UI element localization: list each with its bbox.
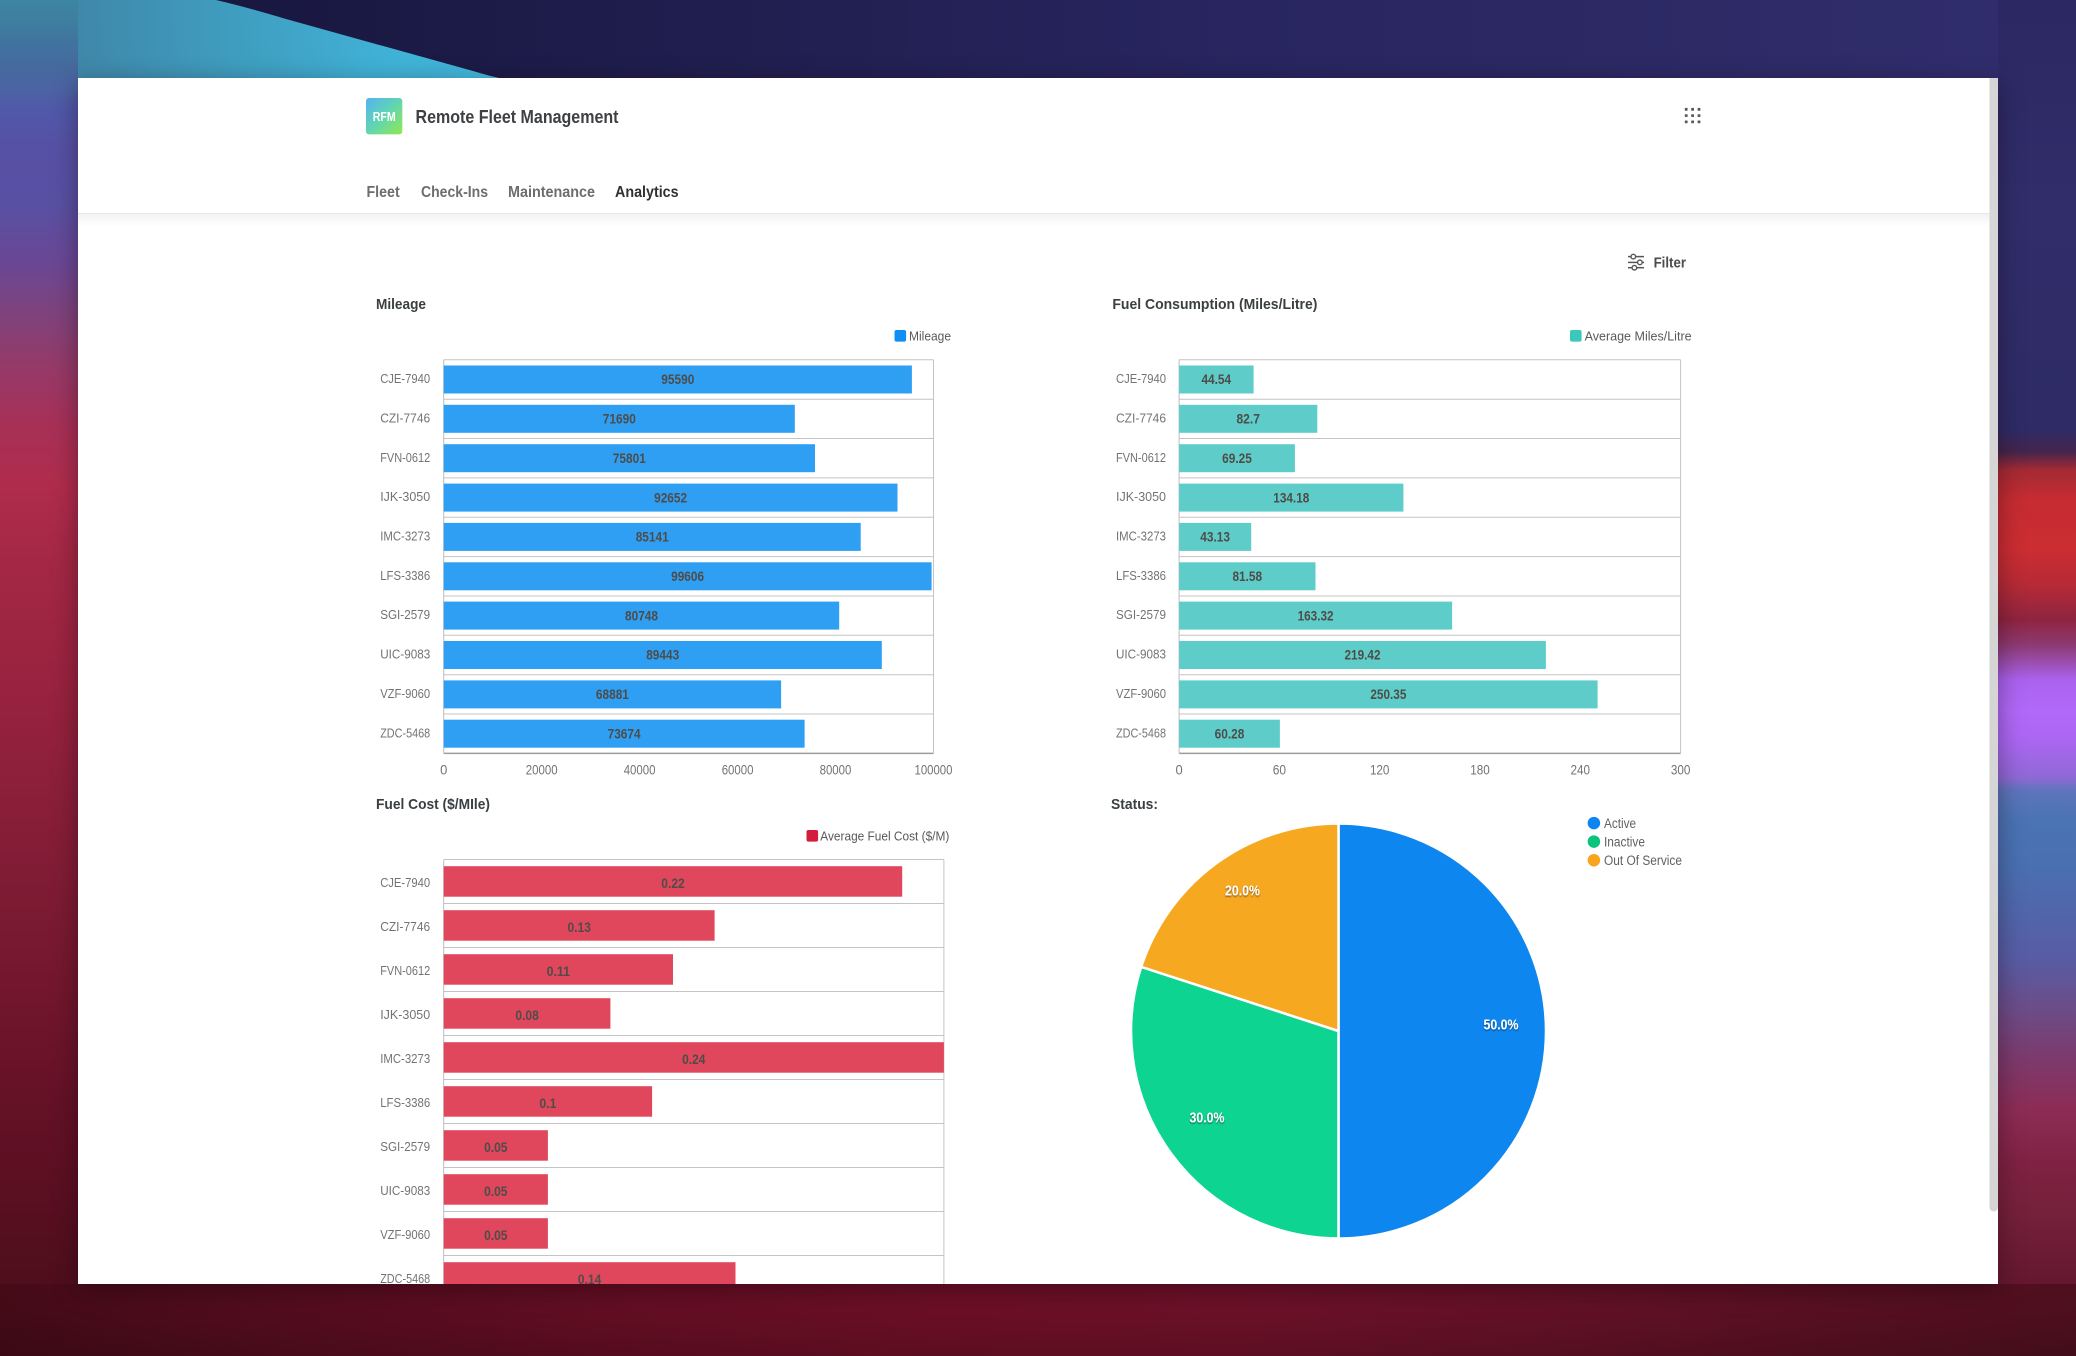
svg-text:IMC-3273: IMC-3273 (380, 530, 430, 544)
svg-text:43.13: 43.13 (1200, 530, 1230, 545)
svg-text:VZF-9060: VZF-9060 (380, 1228, 430, 1242)
svg-text:85141: 85141 (636, 530, 669, 545)
svg-text:73674: 73674 (608, 726, 641, 741)
svg-text:Check-Ins: Check-Ins (421, 184, 488, 201)
svg-text:SGI-2579: SGI-2579 (1116, 608, 1166, 622)
svg-text:44.54: 44.54 (1201, 372, 1231, 387)
svg-text:250.35: 250.35 (1370, 687, 1406, 702)
svg-text:180: 180 (1470, 762, 1490, 777)
svg-text:VZF-9060: VZF-9060 (1116, 687, 1166, 701)
svg-text:0.14: 0.14 (578, 1272, 602, 1284)
svg-text:60000: 60000 (722, 762, 754, 777)
svg-text:ZDC-5468: ZDC-5468 (380, 1272, 430, 1284)
svg-text:95590: 95590 (661, 372, 694, 387)
svg-text:80000: 80000 (820, 762, 852, 777)
svg-text:300: 300 (1671, 762, 1691, 777)
svg-text:IJK-3050: IJK-3050 (380, 490, 430, 504)
svg-text:100000: 100000 (915, 762, 953, 777)
svg-text:VZF-9060: VZF-9060 (380, 687, 430, 701)
svg-text:RFM: RFM (373, 110, 396, 124)
svg-text:CJE-7940: CJE-7940 (380, 876, 430, 890)
svg-text:IMC-3273: IMC-3273 (380, 1052, 430, 1066)
svg-text:40000: 40000 (624, 762, 656, 777)
svg-text:20.0%: 20.0% (1225, 883, 1260, 900)
svg-text:Maintenance: Maintenance (508, 184, 595, 201)
svg-text:20000: 20000 (526, 762, 558, 777)
svg-text:60.28: 60.28 (1215, 726, 1245, 741)
svg-text:FVN-0612: FVN-0612 (1116, 451, 1166, 465)
svg-text:30.0%: 30.0% (1190, 1110, 1225, 1127)
svg-text:Remote Fleet Management: Remote Fleet Management (416, 107, 619, 127)
svg-text:92652: 92652 (654, 490, 687, 505)
svg-text:0.11: 0.11 (547, 964, 571, 979)
svg-text:0.13: 0.13 (568, 920, 592, 935)
svg-text:89443: 89443 (646, 648, 679, 663)
svg-text:SGI-2579: SGI-2579 (380, 1140, 430, 1154)
svg-text:FVN-0612: FVN-0612 (380, 964, 430, 978)
svg-text:IJK-3050: IJK-3050 (380, 1008, 430, 1022)
svg-text:Average Miles/Litre: Average Miles/Litre (1585, 328, 1692, 343)
svg-text:UIC-9083: UIC-9083 (380, 1184, 430, 1198)
svg-text:CZI-7746: CZI-7746 (1116, 411, 1166, 425)
svg-text:CJE-7940: CJE-7940 (1116, 372, 1166, 386)
svg-text:82.7: 82.7 (1237, 412, 1260, 427)
svg-text:SGI-2579: SGI-2579 (380, 608, 430, 622)
svg-text:Average Fuel Cost ($/M): Average Fuel Cost ($/M) (820, 828, 949, 843)
svg-text:134.18: 134.18 (1273, 490, 1309, 505)
svg-text:120: 120 (1370, 762, 1390, 777)
svg-text:ZDC-5468: ZDC-5468 (1116, 726, 1166, 740)
svg-text:Active: Active (1604, 816, 1636, 831)
svg-text:CZI-7746: CZI-7746 (380, 920, 430, 934)
svg-text:71690: 71690 (603, 412, 636, 427)
svg-text:0.05: 0.05 (484, 1228, 508, 1243)
svg-text:Fuel Cost ($/MIle): Fuel Cost ($/MIle) (376, 796, 490, 813)
svg-text:0.22: 0.22 (661, 876, 684, 891)
svg-text:UIC-9083: UIC-9083 (380, 648, 430, 662)
svg-text:IMC-3273: IMC-3273 (1116, 530, 1166, 544)
svg-text:CZI-7746: CZI-7746 (380, 411, 430, 425)
svg-text:ZDC-5468: ZDC-5468 (380, 726, 430, 740)
svg-text:Fuel Consumption (Miles/Litre): Fuel Consumption (Miles/Litre) (1112, 296, 1317, 313)
svg-text:240: 240 (1571, 762, 1591, 777)
svg-text:0.08: 0.08 (515, 1008, 539, 1023)
svg-text:Mileage: Mileage (376, 296, 426, 313)
svg-text:60: 60 (1273, 762, 1286, 777)
svg-text:99606: 99606 (671, 569, 704, 584)
svg-text:Inactive: Inactive (1604, 834, 1645, 849)
svg-text:0.24: 0.24 (682, 1052, 706, 1067)
svg-text:68881: 68881 (596, 687, 629, 702)
svg-text:81.58: 81.58 (1232, 569, 1262, 584)
svg-text:LFS-3386: LFS-3386 (380, 1096, 430, 1110)
svg-text:IJK-3050: IJK-3050 (1116, 490, 1166, 504)
svg-text:0: 0 (440, 762, 447, 777)
svg-text:0.05: 0.05 (484, 1184, 508, 1199)
svg-text:Analytics: Analytics (615, 184, 679, 201)
svg-text:75801: 75801 (613, 451, 646, 466)
svg-text:163.32: 163.32 (1298, 608, 1334, 623)
svg-text:FVN-0612: FVN-0612 (380, 451, 430, 465)
svg-text:LFS-3386: LFS-3386 (380, 569, 430, 583)
svg-text:50.0%: 50.0% (1484, 1017, 1519, 1034)
svg-text:LFS-3386: LFS-3386 (1116, 569, 1166, 583)
svg-text:0.1: 0.1 (539, 1096, 557, 1111)
svg-text:69.25: 69.25 (1222, 451, 1252, 466)
svg-text:Mileage: Mileage (909, 328, 951, 343)
svg-text:CJE-7940: CJE-7940 (380, 372, 430, 386)
svg-text:UIC-9083: UIC-9083 (1116, 648, 1166, 662)
svg-text:Status:: Status: (1111, 796, 1158, 813)
svg-text:Out Of Service: Out Of Service (1604, 853, 1682, 868)
svg-text:Filter: Filter (1654, 255, 1687, 272)
svg-text:80748: 80748 (625, 608, 658, 623)
svg-text:0: 0 (1176, 762, 1183, 777)
svg-text:0.05: 0.05 (484, 1140, 508, 1155)
svg-text:Fleet: Fleet (367, 184, 400, 201)
svg-text:219.42: 219.42 (1345, 648, 1381, 663)
